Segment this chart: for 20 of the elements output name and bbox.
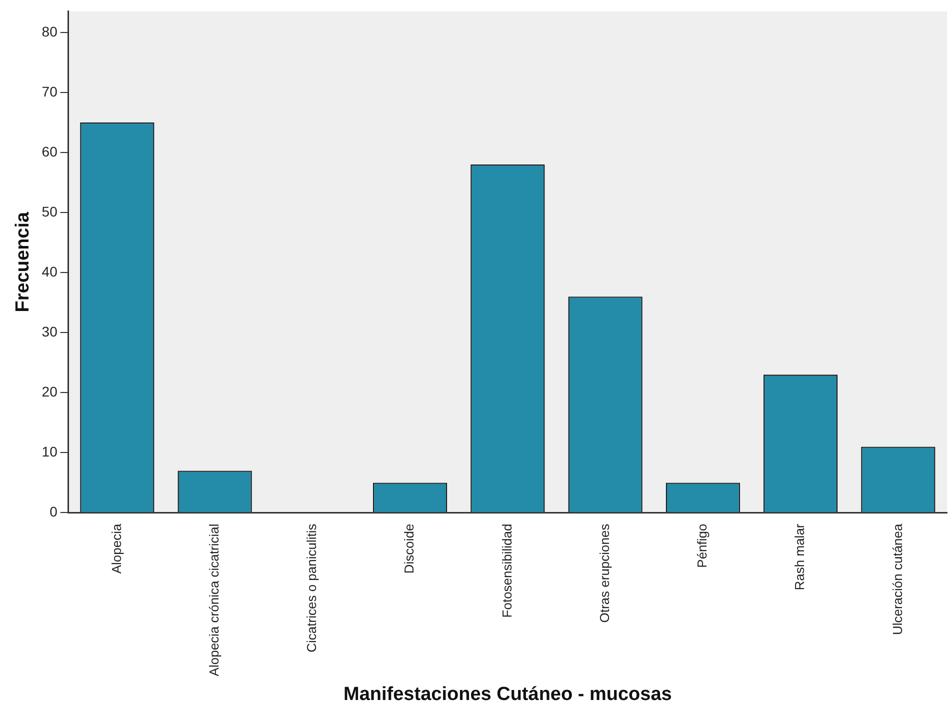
y-axis-title: Frecuencia: [12, 211, 34, 312]
y-tick-label: 30: [42, 323, 58, 340]
x-tick-label: Rash malar: [792, 523, 808, 590]
x-tick-label: Alopecia crónica cicatricial: [206, 524, 222, 676]
x-tick-label: Fotosensibilidad: [499, 524, 514, 618]
y-tick-label: 10: [42, 444, 58, 460]
y-tick-label: 70: [42, 83, 58, 100]
x-tick-label: Alopecia: [108, 522, 124, 574]
y-tick-label: 0: [50, 504, 58, 520]
x-tick-label: Ulceración cutánea: [890, 522, 905, 636]
x-tick-label: Discoide: [402, 524, 417, 574]
y-tick-label: 40: [42, 263, 58, 280]
x-axis-title: Manifestaciones Cutáneo - mucosas: [344, 684, 672, 705]
x-tick-label: Otras erupciones: [596, 523, 612, 623]
x-tick-label: Cicatrices o paniculitis: [304, 523, 320, 652]
y-tick-label: 20: [42, 384, 58, 400]
y-tick-label: 50: [42, 203, 58, 220]
y-tick-label: 80: [42, 23, 58, 40]
x-tick-label: Pénfigo: [694, 524, 710, 568]
y-tick-label: 60: [42, 143, 58, 160]
